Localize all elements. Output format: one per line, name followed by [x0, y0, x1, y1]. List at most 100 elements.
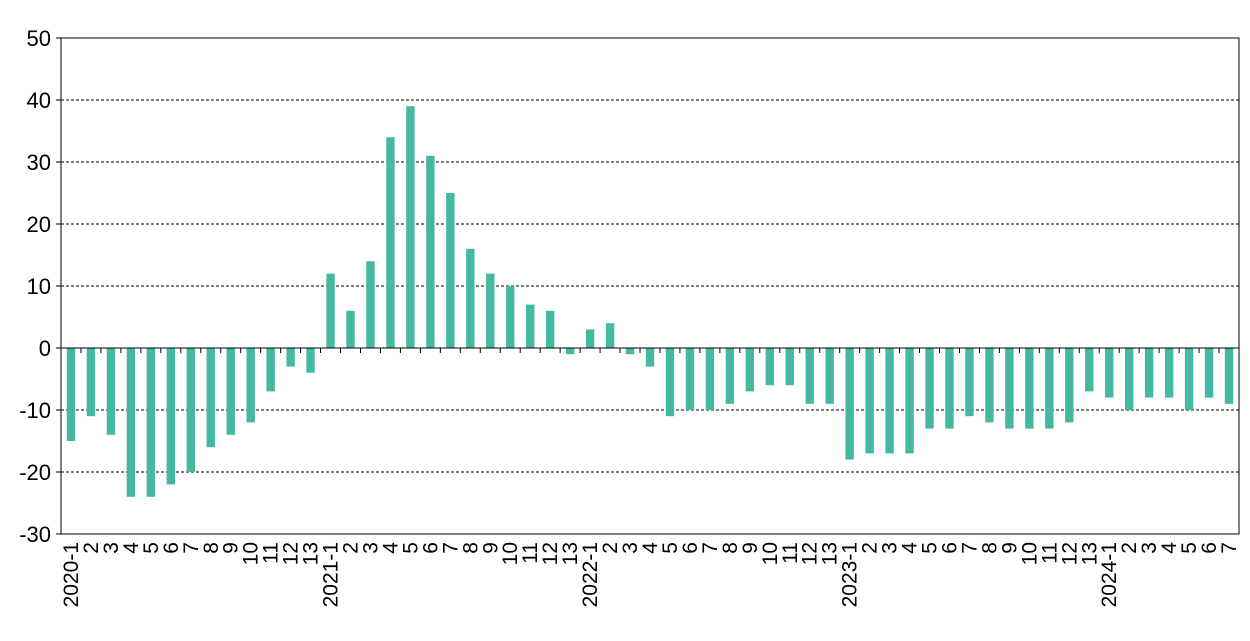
bar	[126, 348, 136, 497]
x-tick-label: 5	[919, 542, 942, 554]
bars	[66, 106, 1234, 497]
x-tick-label: 5	[399, 542, 422, 554]
gridlines	[61, 99, 1239, 473]
x-tick-label: 10	[499, 542, 522, 565]
bar	[366, 261, 375, 348]
bar	[805, 348, 814, 404]
bar	[645, 348, 655, 367]
bar	[1105, 348, 1114, 398]
bar	[346, 310, 355, 348]
x-tick-label: 6	[679, 542, 702, 554]
y-tick-label: 50	[27, 26, 51, 51]
y-tick-label: 20	[27, 212, 51, 237]
y-tick-label: 30	[27, 150, 51, 175]
x-tick-label: 10	[759, 542, 782, 565]
x-tick-label: 4	[120, 542, 143, 554]
bar	[206, 348, 215, 448]
x-tick-label: 12	[1058, 542, 1081, 565]
x-tick-label: 12	[799, 542, 822, 565]
x-tick-label: 9	[479, 542, 502, 554]
x-tick-label: 4	[379, 542, 402, 554]
bar	[905, 348, 914, 454]
bar	[266, 348, 275, 392]
x-tick-label: 12	[280, 542, 303, 565]
x-tick-label: 8	[459, 542, 482, 554]
bar	[1164, 348, 1174, 398]
bar	[326, 273, 335, 348]
bar	[1085, 348, 1094, 392]
bar	[246, 348, 255, 423]
bar	[925, 348, 934, 429]
bar	[406, 106, 415, 348]
bar	[1045, 348, 1054, 429]
x-tick-label: 9	[220, 542, 243, 554]
x-tick-label: 10	[240, 542, 263, 565]
x-tick-label: 2	[80, 542, 103, 554]
x-tick-label: 8	[719, 542, 742, 554]
bar	[865, 348, 874, 454]
x-tick-label: 11	[1038, 542, 1061, 564]
bar	[1005, 348, 1014, 429]
bar	[86, 348, 96, 417]
x-tick-label: 2020-1	[60, 542, 83, 607]
x-tick-label: 5	[140, 542, 163, 554]
y-axis-tick-labels: -30 -20 -10 0 10 20 30 40 50	[19, 26, 51, 547]
bar	[685, 348, 695, 410]
bar	[765, 348, 774, 386]
x-tick-label: 3	[100, 542, 123, 554]
bar	[625, 348, 635, 355]
bar	[785, 348, 794, 386]
x-tick-label: 7	[180, 542, 203, 554]
bar	[745, 348, 755, 392]
x-tick-label: 4	[899, 542, 922, 554]
x-tick-label: 2024-1	[1098, 542, 1121, 607]
x-tick-label: 5	[1178, 542, 1201, 554]
bar	[565, 348, 575, 355]
bar	[306, 348, 315, 373]
bar	[486, 273, 495, 348]
bar	[725, 348, 735, 404]
x-tick-label: 2023-1	[839, 542, 862, 607]
bar	[106, 348, 116, 435]
bar	[286, 348, 295, 367]
x-tick-label: 13	[1078, 542, 1101, 565]
bar	[545, 310, 555, 348]
x-tick-label: 11	[519, 542, 542, 564]
bar	[466, 248, 475, 348]
bar	[965, 348, 974, 417]
bar	[1184, 348, 1194, 410]
x-tick-label: 7	[439, 542, 462, 554]
x-tick-label: 3	[1138, 542, 1161, 554]
y-tick-label: 0	[39, 336, 51, 361]
x-tick-label: 3	[879, 542, 902, 554]
bar	[1124, 348, 1134, 410]
y-tick-label: -30	[19, 522, 51, 547]
bar	[506, 286, 515, 348]
x-tick-label: 12	[539, 542, 562, 565]
x-tick-label: 2	[340, 542, 363, 554]
x-tick-label: 2022-1	[579, 542, 602, 607]
x-tick-label: 3	[359, 542, 382, 554]
x-tick-label: 11	[260, 542, 283, 564]
bar	[1204, 348, 1214, 398]
x-tick-label: 7	[958, 542, 981, 554]
x-tick-label: 7	[699, 542, 722, 554]
x-tick-label: 11	[779, 542, 802, 564]
bar	[386, 137, 395, 348]
bar	[186, 348, 195, 472]
x-tick-label: 9	[739, 542, 762, 554]
x-tick-label: 5	[659, 542, 682, 554]
x-tick-label: 4	[1158, 542, 1181, 554]
bar	[226, 348, 235, 435]
bar	[426, 155, 435, 348]
x-tick-label: 13	[300, 542, 323, 565]
x-tick-label: 7	[1218, 542, 1241, 554]
x-tick-label: 8	[200, 542, 223, 554]
y-tick-label: 40	[27, 88, 51, 113]
x-tick-label: 6	[419, 542, 442, 554]
x-tick-label: 6	[160, 542, 183, 554]
bar	[585, 329, 595, 348]
bar	[985, 348, 994, 423]
bar	[945, 348, 954, 429]
